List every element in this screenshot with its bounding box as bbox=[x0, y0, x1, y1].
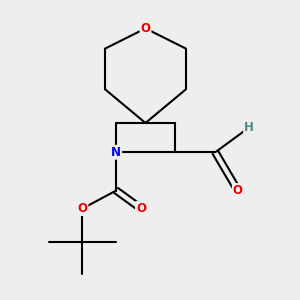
Text: O: O bbox=[233, 184, 243, 197]
Text: O: O bbox=[77, 202, 87, 215]
Text: N: N bbox=[111, 146, 121, 159]
Text: H: H bbox=[244, 121, 254, 134]
Text: O: O bbox=[140, 22, 151, 35]
Text: O: O bbox=[136, 202, 146, 215]
